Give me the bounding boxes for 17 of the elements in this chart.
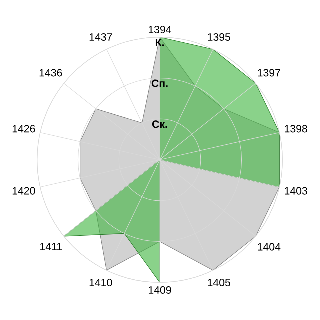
- spoke-label: 1398: [285, 125, 308, 133]
- spoke-label: 1437: [90, 33, 112, 41]
- spoke-label: 1404: [258, 243, 281, 251]
- spoke-label: 1394: [148, 26, 172, 34]
- y-tick-label: Сп.: [152, 80, 168, 88]
- spoke-label: 1405: [208, 279, 230, 287]
- y-tick-label: К.: [156, 38, 164, 46]
- spoke-label: 1410: [90, 279, 112, 287]
- spoke-label: 1409: [148, 286, 172, 294]
- spoke-label: 1426: [12, 125, 36, 133]
- spoke-label: 1403: [285, 187, 308, 195]
- spoke-label: 1397: [258, 69, 280, 77]
- spoke-label: 1436: [40, 69, 62, 77]
- spoke-label: 1395: [208, 33, 230, 41]
- spoke-label: 1411: [40, 243, 62, 250]
- y-tick-label: Ск.: [152, 120, 168, 128]
- spoke-label: 1420: [12, 187, 36, 195]
